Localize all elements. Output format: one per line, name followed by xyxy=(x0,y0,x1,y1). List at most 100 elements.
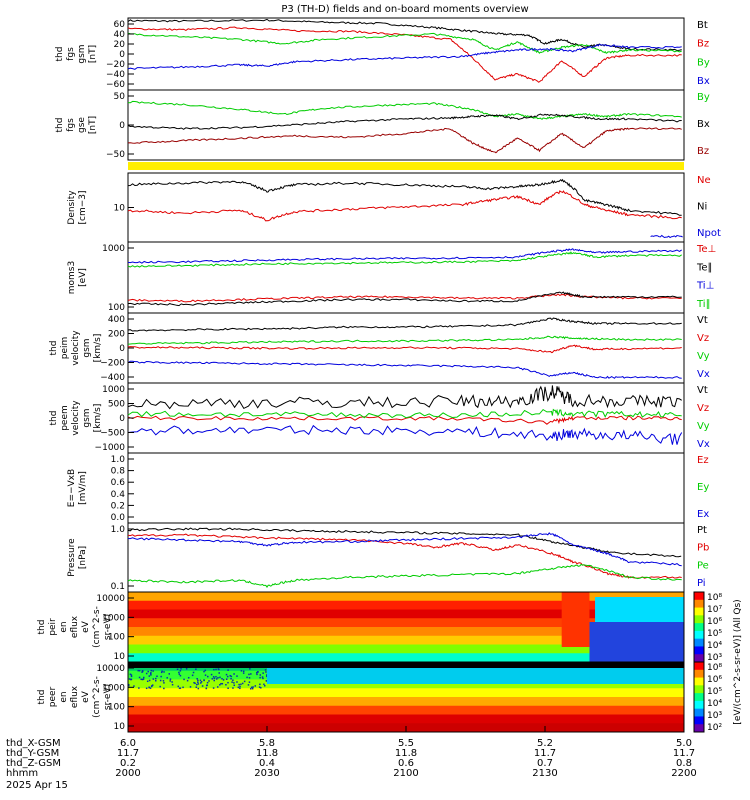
ephemeris-value: 0.6 xyxy=(398,758,414,769)
spectrogram-speckle xyxy=(233,682,235,684)
spectrogram-speckle xyxy=(194,682,196,685)
spectrogram-speckle xyxy=(265,671,267,673)
spectrogram-speckle xyxy=(246,676,248,679)
spectrogram-speckle xyxy=(232,687,234,689)
spectrogram-speckle xyxy=(195,668,197,670)
spectrogram-speckle xyxy=(149,687,152,689)
spectrogram-speckle xyxy=(236,681,238,683)
spectrogram-speckle xyxy=(206,681,209,684)
ytick-label: 50 xyxy=(114,92,126,102)
series-Pe-line xyxy=(127,563,682,588)
spectrogram-speckle xyxy=(179,687,182,689)
spectrogram-speckle xyxy=(171,681,173,683)
ytick-label: 0.6 xyxy=(111,478,126,488)
colorbar-segment xyxy=(694,700,704,710)
ytick-label: −60 xyxy=(106,80,125,90)
ephemeris-label: thd_Y-GSM xyxy=(6,748,59,759)
ylabel-line: [km/s] xyxy=(93,334,103,363)
series-Bz-line xyxy=(127,26,682,83)
spectrogram-speckle xyxy=(187,676,190,679)
spectrogram-speckle xyxy=(227,681,229,684)
ytick-label: 10 xyxy=(114,652,126,662)
legend-Bt: Bt xyxy=(697,20,708,31)
ytick-label: −200 xyxy=(100,359,125,369)
spectrogram-speckle xyxy=(263,685,266,687)
legend-Ti∥: Ti∥ xyxy=(696,299,711,310)
spectrogram-speckle xyxy=(183,678,185,681)
spectrogram-speckle xyxy=(185,668,188,670)
ylabel-line: thd xyxy=(37,620,47,635)
colorbar-tick: 10⁵ xyxy=(707,687,722,697)
spectrogram-speckle xyxy=(221,678,223,680)
spectrogram-speckle xyxy=(218,668,220,671)
legend-Pb: Pb xyxy=(697,543,709,554)
spectrogram-speckle xyxy=(186,679,189,682)
spectrogram-speckle xyxy=(219,676,221,679)
series-Bz-line xyxy=(127,127,682,154)
colorbar-segment xyxy=(694,646,704,655)
spectrogram-speckle xyxy=(130,678,132,681)
colorbar-tick: 10⁶ xyxy=(707,617,722,627)
colorbar-segment xyxy=(694,607,704,616)
series-Pi-line xyxy=(127,532,682,567)
spectrogram-speckle xyxy=(227,687,229,690)
ytick-label: 20 xyxy=(114,40,126,50)
ytick-label: 1000 xyxy=(102,385,125,395)
spectrogram-band xyxy=(128,714,684,724)
spectrogram-speckle xyxy=(128,683,130,686)
spectrogram-speckle xyxy=(200,682,202,684)
ephemeris-label: thd_X-GSM xyxy=(6,738,61,749)
ytick-label: 0.4 xyxy=(111,490,126,500)
spectrogram-speckle xyxy=(162,680,165,682)
spectrogram-speckle xyxy=(150,674,152,676)
spectrogram-band xyxy=(128,697,684,707)
spectrogram-speckle xyxy=(142,678,145,680)
spectrogram-speckle xyxy=(159,679,162,682)
spectrogram-speckle xyxy=(148,679,151,682)
series-Vy-line xyxy=(127,335,682,345)
ylabel-line: thd xyxy=(49,411,59,426)
spectrogram-speckle xyxy=(142,676,145,679)
spectrogram-speckle xyxy=(242,670,245,673)
spectrogram-speckle xyxy=(225,678,228,680)
spectrogram-speckle xyxy=(197,681,199,683)
spectrogram-speckle xyxy=(199,679,202,682)
chart-title: P3 (TH-D) fields and on-board moments ov… xyxy=(281,4,528,15)
spectrogram-band xyxy=(128,618,684,628)
spectrogram-speckle xyxy=(129,673,132,676)
ylabel-line: [nT] xyxy=(88,45,98,63)
spectrogram-speckle xyxy=(250,686,253,689)
spectrogram-speckle xyxy=(197,683,200,685)
ytick-label: 10 xyxy=(114,722,126,732)
spectrogram-speckle xyxy=(163,671,165,673)
panel-4: 1000 100 moms3[eV] Te⊥ Te∥ Ti⊥ Ti∥ xyxy=(67,241,716,314)
ylabel-line: [nPa] xyxy=(78,546,88,569)
spectrogram-band xyxy=(128,644,684,654)
spectrogram-speckle xyxy=(239,687,241,690)
spectrogram-speckle xyxy=(137,669,139,672)
spectrogram-speckle xyxy=(166,677,168,679)
spectrogram-speckle xyxy=(197,687,200,690)
panel-3: 10 Density[cm−3] Ne Ni Npot xyxy=(67,172,721,243)
legend-Bx: Bx xyxy=(697,76,710,87)
spectrogram-speckle xyxy=(206,684,208,687)
series-Bx-line xyxy=(127,113,682,130)
spectrogram-speckle xyxy=(155,677,157,680)
legend-Vt: Vt xyxy=(697,315,708,326)
ylabel-line: velocity xyxy=(71,400,81,436)
ytick-label: 100 xyxy=(108,633,125,643)
spectrogram-speckle xyxy=(232,679,234,682)
spectrogram-speckle xyxy=(266,675,268,678)
ylabel-line: E=−VxB xyxy=(67,469,77,507)
ytick-label: −20 xyxy=(106,60,125,70)
spectrogram-speckle xyxy=(204,669,207,672)
ylabel-line: eflux xyxy=(70,685,80,708)
spectrogram-speckle xyxy=(191,674,194,677)
spectrogram-speckle xyxy=(217,676,219,679)
spectrogram-speckle xyxy=(149,672,152,675)
ytick-label: 40 xyxy=(114,30,126,40)
ytick-label: 1000 xyxy=(102,613,125,623)
spectrogram-speckle xyxy=(249,668,251,670)
series-Bt-line xyxy=(127,18,682,52)
ylabel-line: eV xyxy=(81,690,91,703)
